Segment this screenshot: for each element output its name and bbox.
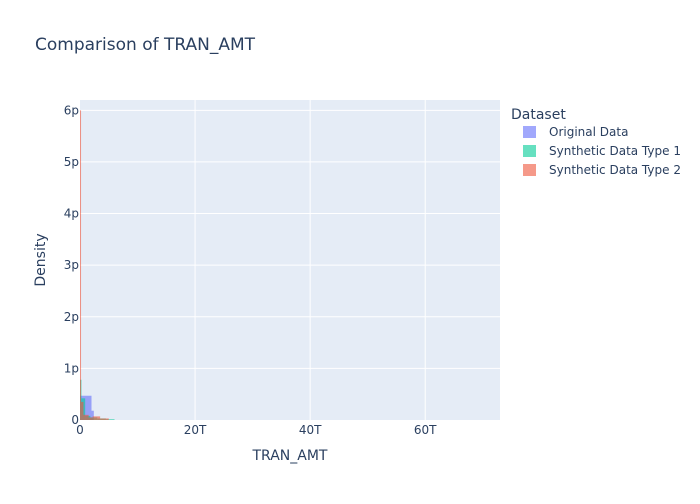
x-axis-label: TRAN_AMT (252, 448, 328, 464)
histogram-bar-series-3 (100, 418, 109, 420)
histogram-bar-series-3 (92, 416, 101, 420)
y-tick-label: 1p (64, 361, 79, 375)
y-tick-label: 5p (64, 155, 79, 169)
y-tick-label: 6p (64, 103, 79, 117)
y-axis-label: Density (33, 233, 49, 286)
y-tick-label: 0 (71, 413, 79, 427)
y-tick-label: 4p (64, 207, 79, 221)
histogram-bar-series-3 (80, 110, 82, 421)
legend-swatch[interactable] (523, 145, 536, 157)
plot-area (80, 100, 500, 420)
x-tick-label: 20T (184, 423, 207, 437)
histogram-bar-series-1 (80, 395, 92, 420)
x-tick-label: 0 (76, 423, 84, 437)
legend-swatch[interactable] (523, 126, 536, 138)
histogram-bar-series-3 (81, 401, 84, 420)
x-tick-label: 40T (299, 423, 322, 437)
histogram-bar-series-3 (83, 414, 89, 420)
histogram-bar-series-1 (91, 410, 94, 420)
legend-item-label[interactable]: Synthetic Data Type 1 (549, 144, 681, 158)
chart-title: Comparison of TRAN_AMT (35, 35, 256, 55)
legend: Dataset Original Data Synthetic Data Type… (511, 107, 681, 177)
y-tick-label: 3p (64, 258, 79, 272)
legend-title: Dataset (511, 107, 566, 123)
legend-item-label[interactable]: Synthetic Data Type 2 (549, 163, 681, 177)
legend-item-label[interactable]: Original Data (549, 125, 628, 139)
histogram-bar-series-2 (105, 419, 115, 420)
legend-swatch[interactable] (523, 164, 536, 176)
histogram-bar-series-3 (88, 417, 93, 420)
x-tick-label: 60T (414, 423, 437, 437)
y-tick-label: 2p (64, 310, 79, 324)
